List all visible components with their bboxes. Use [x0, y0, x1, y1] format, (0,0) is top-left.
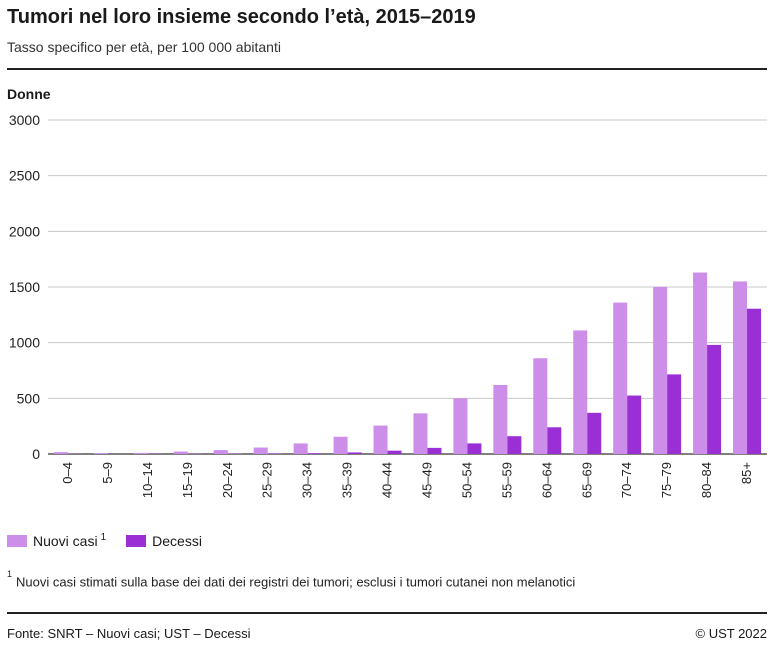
- y-tick-label: 0: [32, 446, 40, 462]
- bar-decessi: [307, 453, 322, 454]
- bar-decessi: [507, 436, 522, 454]
- bar-nuovi-casi: [533, 358, 548, 454]
- x-tick-label: 10–14: [140, 462, 155, 498]
- bar-nuovi-casi: [133, 452, 148, 454]
- bar-nuovi-casi: [93, 453, 108, 454]
- bar-nuovi-casi: [253, 447, 268, 454]
- x-tick-label: 15–19: [180, 462, 195, 498]
- x-tick-label: 85+: [739, 462, 754, 484]
- x-tick-label: 80–84: [699, 462, 714, 498]
- copyright-text: © UST 2022: [695, 626, 768, 641]
- bar-decessi: [587, 412, 602, 454]
- x-tick-label: 70–74: [619, 462, 634, 498]
- x-tick-label: 55–59: [499, 462, 514, 498]
- bar-nuovi-casi: [53, 452, 68, 454]
- chart-title: Tumori nel loro insieme secondo l’età, 2…: [7, 6, 476, 28]
- x-tick-label: 25–29: [260, 462, 275, 498]
- bar-nuovi-casi: [493, 384, 508, 454]
- chart-subtitle: Tasso specifico per età, per 100 000 abi…: [7, 39, 281, 55]
- x-tick-label: 45–49: [419, 462, 434, 498]
- bar-decessi: [747, 308, 762, 454]
- bar-nuovi-casi: [293, 443, 308, 454]
- y-tick-label: 3000: [9, 112, 40, 128]
- legend-item-nuovi-casi: Nuovi casi 1: [7, 531, 107, 549]
- footnote-marker: 1: [7, 569, 13, 579]
- bar-nuovi-casi: [653, 287, 668, 454]
- bar-nuovi-casi: [453, 398, 468, 454]
- x-tick-label: 75–79: [659, 462, 674, 498]
- legend-footnote-marker: 1: [100, 531, 107, 543]
- bar-chart: 0 500 1000 1500 2000 2500 3000 0–4 5–9 10–14 15–19…: [9, 112, 767, 498]
- bar-nuovi-casi: [213, 450, 228, 454]
- bar-decessi: [467, 443, 482, 454]
- bar-nuovi-casi: [173, 451, 188, 454]
- y-tick-label: 2500: [9, 168, 40, 184]
- bar-decessi: [547, 427, 562, 454]
- panel-label: Donne: [7, 86, 51, 102]
- bar-decessi: [627, 395, 642, 454]
- x-tick-label: 20–24: [220, 462, 235, 498]
- y-tick-label: 1000: [9, 335, 40, 351]
- x-tick-label: 35–39: [340, 462, 355, 498]
- x-tick-label: 5–9: [100, 462, 115, 484]
- bar-nuovi-casi: [693, 272, 708, 454]
- legend-swatch-nuovi-casi: [7, 535, 27, 547]
- y-tick-label: 500: [17, 390, 41, 406]
- y-tick-label: 2000: [9, 223, 40, 239]
- bar-decessi: [427, 447, 442, 454]
- x-tick-label: 65–69: [579, 462, 594, 498]
- source-text: Fonte: SNRT – Nuovi casi; UST – Decessi: [7, 626, 251, 641]
- top-divider: [7, 68, 767, 70]
- x-tick-label: 40–44: [380, 462, 395, 498]
- y-tick-label: 1500: [9, 279, 40, 295]
- legend-label-decessi: Decessi: [152, 533, 202, 549]
- bar-nuovi-casi: [373, 425, 388, 454]
- bar-decessi: [347, 452, 362, 454]
- footnote-text: Nuovi casi stimati sulla base dei dati d…: [16, 574, 576, 590]
- x-tick-label: 30–34: [300, 462, 315, 498]
- footnote: 1Nuovi casi stimati sulla base dei dati …: [7, 569, 576, 590]
- bar-decessi: [387, 450, 402, 454]
- x-tick-label: 50–54: [459, 462, 474, 498]
- bar-nuovi-casi: [413, 413, 428, 454]
- bar-decessi: [267, 453, 282, 454]
- bar-nuovi-casi: [733, 281, 748, 454]
- bar-decessi: [707, 344, 722, 454]
- legend-item-decessi: Decessi: [126, 533, 202, 549]
- bar-nuovi-casi: [333, 436, 348, 454]
- legend: Nuovi casi 1 Decessi: [7, 531, 222, 549]
- x-tick-label: 0–4: [60, 462, 75, 484]
- legend-label-nuovi-casi: Nuovi casi: [33, 533, 98, 549]
- bottom-divider: [7, 612, 767, 614]
- bar-nuovi-casi: [573, 330, 588, 454]
- legend-swatch-decessi: [126, 535, 147, 547]
- bar-decessi: [667, 374, 682, 454]
- bar-nuovi-casi: [613, 302, 628, 454]
- x-tick-label: 60–64: [539, 462, 554, 498]
